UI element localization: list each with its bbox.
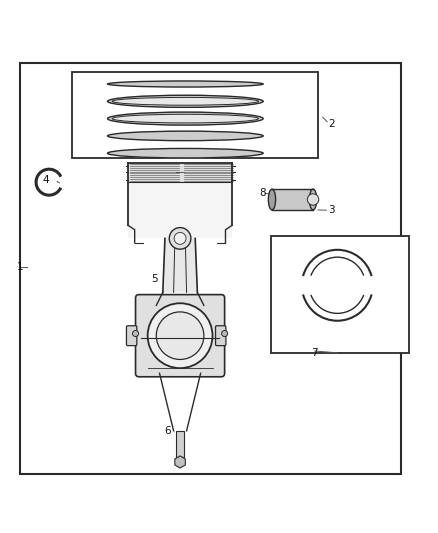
Bar — [72, 72, 318, 158]
Ellipse shape — [107, 131, 263, 141]
Bar — [176, 431, 184, 457]
Ellipse shape — [107, 148, 263, 158]
Text: 8: 8 — [259, 188, 265, 198]
Circle shape — [174, 232, 186, 244]
Bar — [272, 189, 313, 210]
Ellipse shape — [107, 95, 263, 108]
Circle shape — [133, 330, 138, 336]
Circle shape — [222, 330, 228, 336]
Text: 3: 3 — [328, 205, 335, 215]
Ellipse shape — [107, 111, 263, 126]
Bar — [128, 163, 232, 182]
Text: 2: 2 — [328, 119, 335, 129]
Ellipse shape — [268, 189, 276, 210]
Ellipse shape — [309, 189, 317, 210]
FancyBboxPatch shape — [215, 326, 226, 345]
Text: 5: 5 — [151, 274, 157, 285]
Ellipse shape — [112, 114, 258, 123]
Ellipse shape — [112, 98, 258, 105]
Circle shape — [169, 228, 191, 249]
Circle shape — [148, 303, 212, 368]
Bar — [271, 236, 409, 353]
Text: 1: 1 — [17, 262, 23, 271]
FancyBboxPatch shape — [135, 295, 225, 377]
Bar — [128, 163, 232, 238]
Polygon shape — [163, 238, 198, 293]
Circle shape — [307, 194, 319, 205]
FancyBboxPatch shape — [127, 326, 137, 345]
Text: 4: 4 — [43, 175, 49, 185]
Ellipse shape — [107, 80, 263, 87]
Circle shape — [156, 312, 204, 359]
Text: 6: 6 — [164, 426, 170, 436]
Text: 7: 7 — [311, 348, 318, 358]
Bar — [20, 63, 401, 474]
